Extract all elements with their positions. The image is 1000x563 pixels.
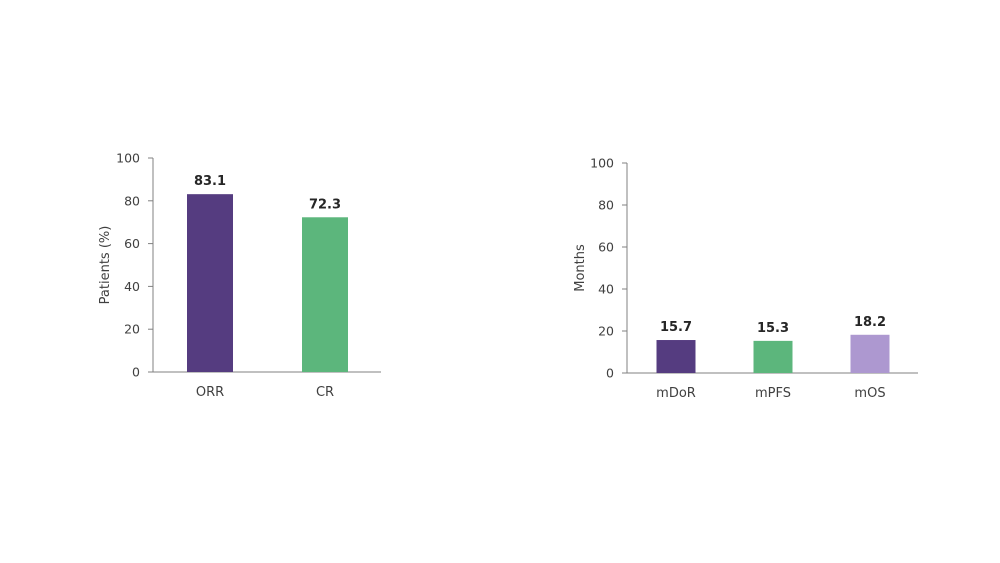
- months-y-tick-label: 100: [590, 156, 614, 171]
- patients-y-tick-label: 80: [124, 193, 140, 208]
- patients-y-tick-label: 40: [124, 279, 140, 294]
- months-y-axis-title: Months: [573, 244, 588, 292]
- months-category-label-mpfs: mPFS: [755, 386, 791, 401]
- patients-y-tick-label: 20: [124, 322, 140, 337]
- patients-bar-cr: [302, 217, 348, 372]
- months-value-label-mdor: 15.7: [660, 320, 692, 335]
- patients-y-tick-label: 0: [132, 365, 140, 380]
- patients-y-axis-title: Patients (%): [98, 226, 113, 305]
- patients-value-label-orr: 83.1: [194, 174, 226, 189]
- patients-category-label-orr: ORR: [196, 385, 224, 400]
- months-value-label-mos: 18.2: [854, 315, 886, 330]
- months-y-tick-label: 20: [598, 324, 614, 339]
- months-y-tick-label: 40: [598, 282, 614, 297]
- patients-bar-orr: [187, 194, 233, 372]
- patients-y-tick-label: 60: [124, 236, 140, 251]
- months-bar-mos: [850, 334, 890, 373]
- months-category-label-mdor: mDoR: [656, 386, 696, 401]
- months-y-tick-label: 0: [606, 366, 614, 381]
- months-y-tick-label: 80: [598, 198, 614, 213]
- months-bar-mdor: [656, 340, 696, 373]
- months-category-label-mos: mOS: [854, 386, 885, 401]
- months-y-tick-label: 60: [598, 240, 614, 255]
- months-bar-mpfs: [753, 340, 793, 373]
- patients-y-tick-label: 100: [116, 151, 140, 166]
- patients-category-label-cr: CR: [316, 385, 334, 400]
- months-value-label-mpfs: 15.3: [757, 321, 789, 336]
- patients-value-label-cr: 72.3: [309, 197, 341, 212]
